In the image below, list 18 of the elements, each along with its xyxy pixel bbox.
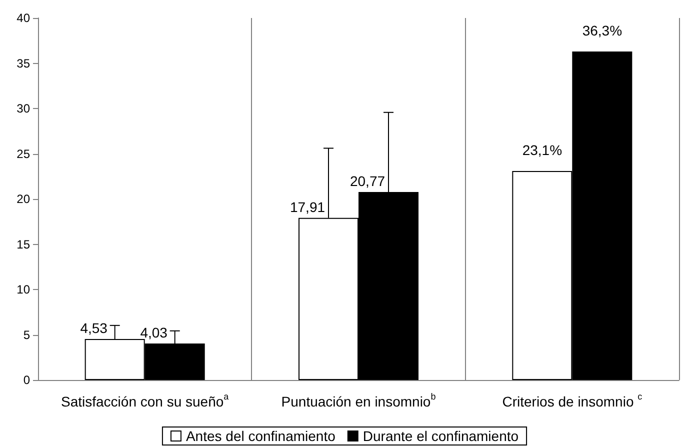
y-tick-label: 10 xyxy=(16,282,30,296)
y-tick-label: 0 xyxy=(23,373,30,387)
data-label: 4,03 xyxy=(140,324,168,341)
legend-label: Durante el confinamiento xyxy=(362,428,519,444)
y-tick-label: 20 xyxy=(16,192,30,206)
y-tick-label: 25 xyxy=(16,146,30,161)
x-tick-label: Criterios de insomnio c xyxy=(502,392,643,410)
data-label: 17,91 xyxy=(290,198,326,215)
y-tick-label: 5 xyxy=(23,328,30,342)
data-label: 4,53 xyxy=(80,320,108,336)
y-tick-label: 30 xyxy=(16,102,30,116)
data-label: 36,3% xyxy=(582,22,622,38)
y-tick-label: 35 xyxy=(16,56,30,70)
data-label: 23,1% xyxy=(522,142,562,158)
y-tick-label: 15 xyxy=(16,237,30,252)
legend-label: Antes del confinamiento xyxy=(186,428,336,444)
data-label: 20,77 xyxy=(350,173,386,190)
y-tick-label: 40 xyxy=(16,11,30,25)
